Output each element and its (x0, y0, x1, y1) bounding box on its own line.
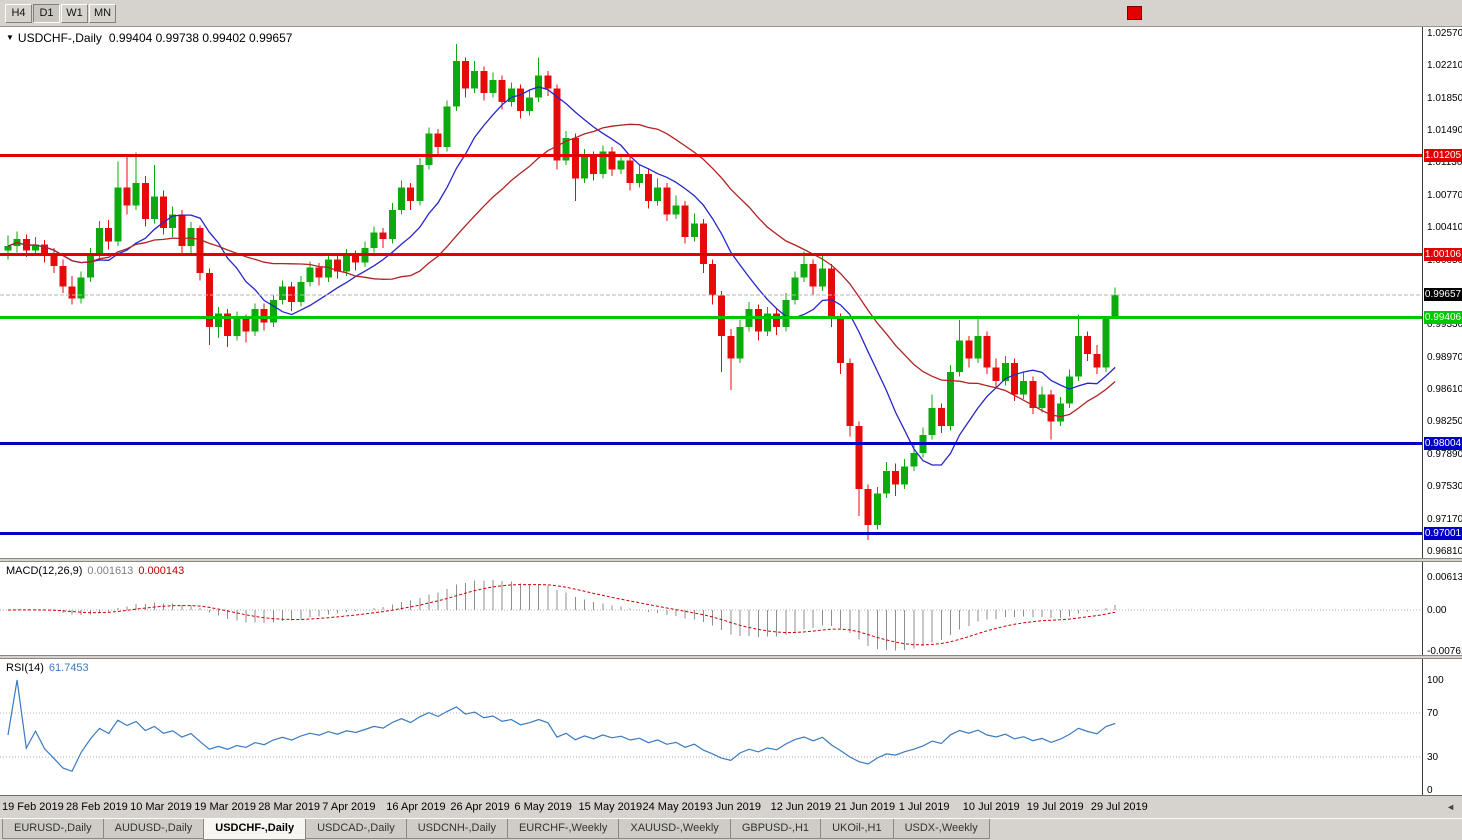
indicator-tick-label: -0.00761 (1427, 646, 1462, 655)
panel-splitter[interactable] (0, 558, 1462, 562)
price-chart-canvas[interactable] (0, 27, 1422, 558)
indicator-tick-label: 0 (1427, 785, 1433, 795)
chart-window: ▼ USDCHF-,Daily 0.99404 0.99738 0.99402 0.… (0, 27, 1462, 795)
time-label: 21 Jun 2019 (834, 801, 896, 813)
chart-title: ▼ USDCHF-,Daily 0.99404 0.99738 0.99402 0.… (6, 31, 292, 45)
price-tick-label: 0.97530 (1427, 481, 1462, 493)
rsi-label: RSI(14) 61.7453 (6, 662, 94, 674)
close-chart-button[interactable] (1127, 6, 1142, 20)
indicator-tick-label: 0.00 (1427, 605, 1447, 616)
price-tick-label: 0.96810 (1427, 545, 1462, 557)
time-label: 28 Feb 2019 (66, 801, 128, 813)
price-line-badge: 1.00106 (1424, 248, 1462, 262)
price-tick-label: 0.98970 (1427, 351, 1462, 363)
current-price-badge: 0.99657 (1424, 288, 1462, 302)
chart-tab[interactable]: UKOil-,H1 (820, 819, 894, 839)
time-label: 12 Jun 2019 (770, 801, 832, 813)
price-line-badge: 0.98004 (1424, 437, 1462, 451)
moving-averages-layer (7, 86, 1116, 466)
time-label: 24 May 2019 (642, 801, 707, 813)
chart-tab[interactable]: GBPUSD-,H1 (729, 819, 822, 839)
candles-layer (4, 43, 1119, 541)
time-label: 26 Apr 2019 (450, 801, 510, 813)
price-tick-label: 1.02570 (1427, 28, 1462, 39)
macd-chart-svg (0, 580, 1422, 651)
chart-tab[interactable]: USDCAD-,Daily (305, 819, 407, 839)
price-tick-label: 0.97890 (1427, 448, 1462, 460)
indicator-tick-label: 100 (1427, 675, 1444, 686)
time-label: 29 Jul 2019 (1090, 801, 1148, 813)
macd-signal-value: 0.000143 (138, 565, 185, 577)
macd-label: MACD(12,26,9) 0.001613 0.000143 (6, 565, 189, 577)
time-label: 19 Jul 2019 (1026, 801, 1084, 813)
panel-splitter[interactable] (0, 655, 1462, 659)
price-tick-label: 1.00770 (1427, 189, 1462, 201)
timeframe-buttons: H4 D1 W1 MN (5, 3, 116, 23)
time-label: 16 Apr 2019 (386, 801, 446, 813)
scroll-left-icon[interactable]: ◄ (1446, 802, 1455, 812)
time-label: 7 Apr 2019 (322, 801, 376, 813)
time-label: 6 May 2019 (514, 801, 572, 813)
time-label: 1 Jul 2019 (898, 801, 950, 813)
chart-tab[interactable]: USDCNH-,Daily (405, 819, 508, 839)
macd-main-value: 0.001613 (87, 565, 134, 577)
macd-signal-line (7, 584, 1116, 646)
time-label: 10 Jul 2019 (962, 801, 1020, 813)
indicator-tick-label: 0.00613 (1427, 571, 1462, 583)
time-label: 3 Jun 2019 (706, 801, 762, 813)
chart-tabs: EURUSD-,Daily AUDUSD-,Daily USDCHF-,Daily U… (0, 818, 1462, 840)
macd-histogram (16, 580, 1116, 651)
macd-scale[interactable]: 0.00613 0.00 -0.00761 (1422, 562, 1462, 655)
chart-tab[interactable]: XAUUSD-,Weekly (618, 819, 731, 839)
price-tick-label: 0.98250 (1427, 416, 1462, 428)
rsi-chart-canvas[interactable] (0, 659, 1422, 795)
timeframe-toolbar: H4 D1 W1 MN (0, 0, 1462, 27)
macd-panel: MACD(12,26,9) 0.001613 0.000143 0.00613 0.0… (0, 562, 1462, 655)
price-tick-label: 1.02210 (1427, 60, 1462, 72)
time-label: 28 Mar 2019 (258, 801, 320, 813)
chart-tab[interactable]: EURCHF-,Weekly (506, 819, 620, 839)
horizontal-lines-layer (0, 154, 1422, 536)
timeframe-button-h4[interactable]: H4 (5, 3, 32, 23)
price-chart-svg (0, 43, 1422, 541)
macd-name: MACD(12,26,9) (6, 565, 83, 577)
rsi-line (7, 679, 1116, 773)
price-line-badge: 1.01205 (1424, 149, 1462, 163)
chart-tab[interactable]: USDX-,Weekly (892, 819, 990, 839)
price-tick-label: 1.01130 (1427, 157, 1462, 169)
price-line-badge: 0.97001 (1424, 527, 1462, 541)
rsi-value: 61.7453 (48, 662, 89, 674)
time-label: 10 Mar 2019 (130, 801, 192, 813)
macd-chart-canvas[interactable] (0, 562, 1422, 655)
indicator-tick-label: 30 (1427, 752, 1439, 763)
time-scale[interactable]: 19 Feb 2019 28 Feb 2019 10 Mar 2019 19 Mar … (0, 795, 1462, 818)
price-line-badge: 0.99406 (1424, 311, 1462, 324)
rsi-chart-svg (0, 679, 1422, 773)
price-panel: ▼ USDCHF-,Daily 0.99404 0.99738 0.99402 0.… (0, 27, 1462, 558)
time-label: 19 Mar 2019 (194, 801, 256, 813)
rsi-name: RSI(14) (6, 662, 44, 674)
price-tick-label: 0.99330 (1427, 319, 1462, 331)
time-label: 19 Feb 2019 (2, 801, 64, 813)
time-label: 15 May 2019 (578, 801, 643, 813)
chart-tab[interactable]: AUDUSD-,Daily (102, 819, 205, 839)
chart-title-symbol: USDCHF-,Daily (17, 31, 102, 45)
rsi-scale[interactable]: 100 70 30 0 (1422, 659, 1462, 795)
indicator-tick-label: 70 (1427, 708, 1439, 719)
chart-title-ohlc: 0.99404 0.99738 0.99402 0.99657 (108, 31, 293, 45)
rsi-panel: RSI(14) 61.7453 100 70 30 0 (0, 659, 1462, 795)
timeframe-button-w1[interactable]: W1 (61, 3, 88, 23)
price-tick-label: 1.01490 (1427, 125, 1462, 137)
price-tick-label: 1.01850 (1427, 92, 1462, 104)
timeframe-button-mn[interactable]: MN (89, 3, 116, 23)
timeframe-button-d1[interactable]: D1 (33, 3, 60, 23)
price-tick-label: 0.97170 (1427, 513, 1462, 525)
chart-tab[interactable]: USDCHF-,Daily (203, 819, 307, 840)
price-scale[interactable]: 1.02570 1.02210 1.01850 1.01490 1.01130 1.007… (1422, 27, 1462, 558)
chart-tab[interactable]: EURUSD-,Daily (2, 819, 104, 839)
symbol-marker-icon: ▼ (6, 33, 14, 42)
price-tick-label: 1.00410 (1427, 222, 1462, 234)
price-tick-label: 0.98610 (1427, 384, 1462, 396)
